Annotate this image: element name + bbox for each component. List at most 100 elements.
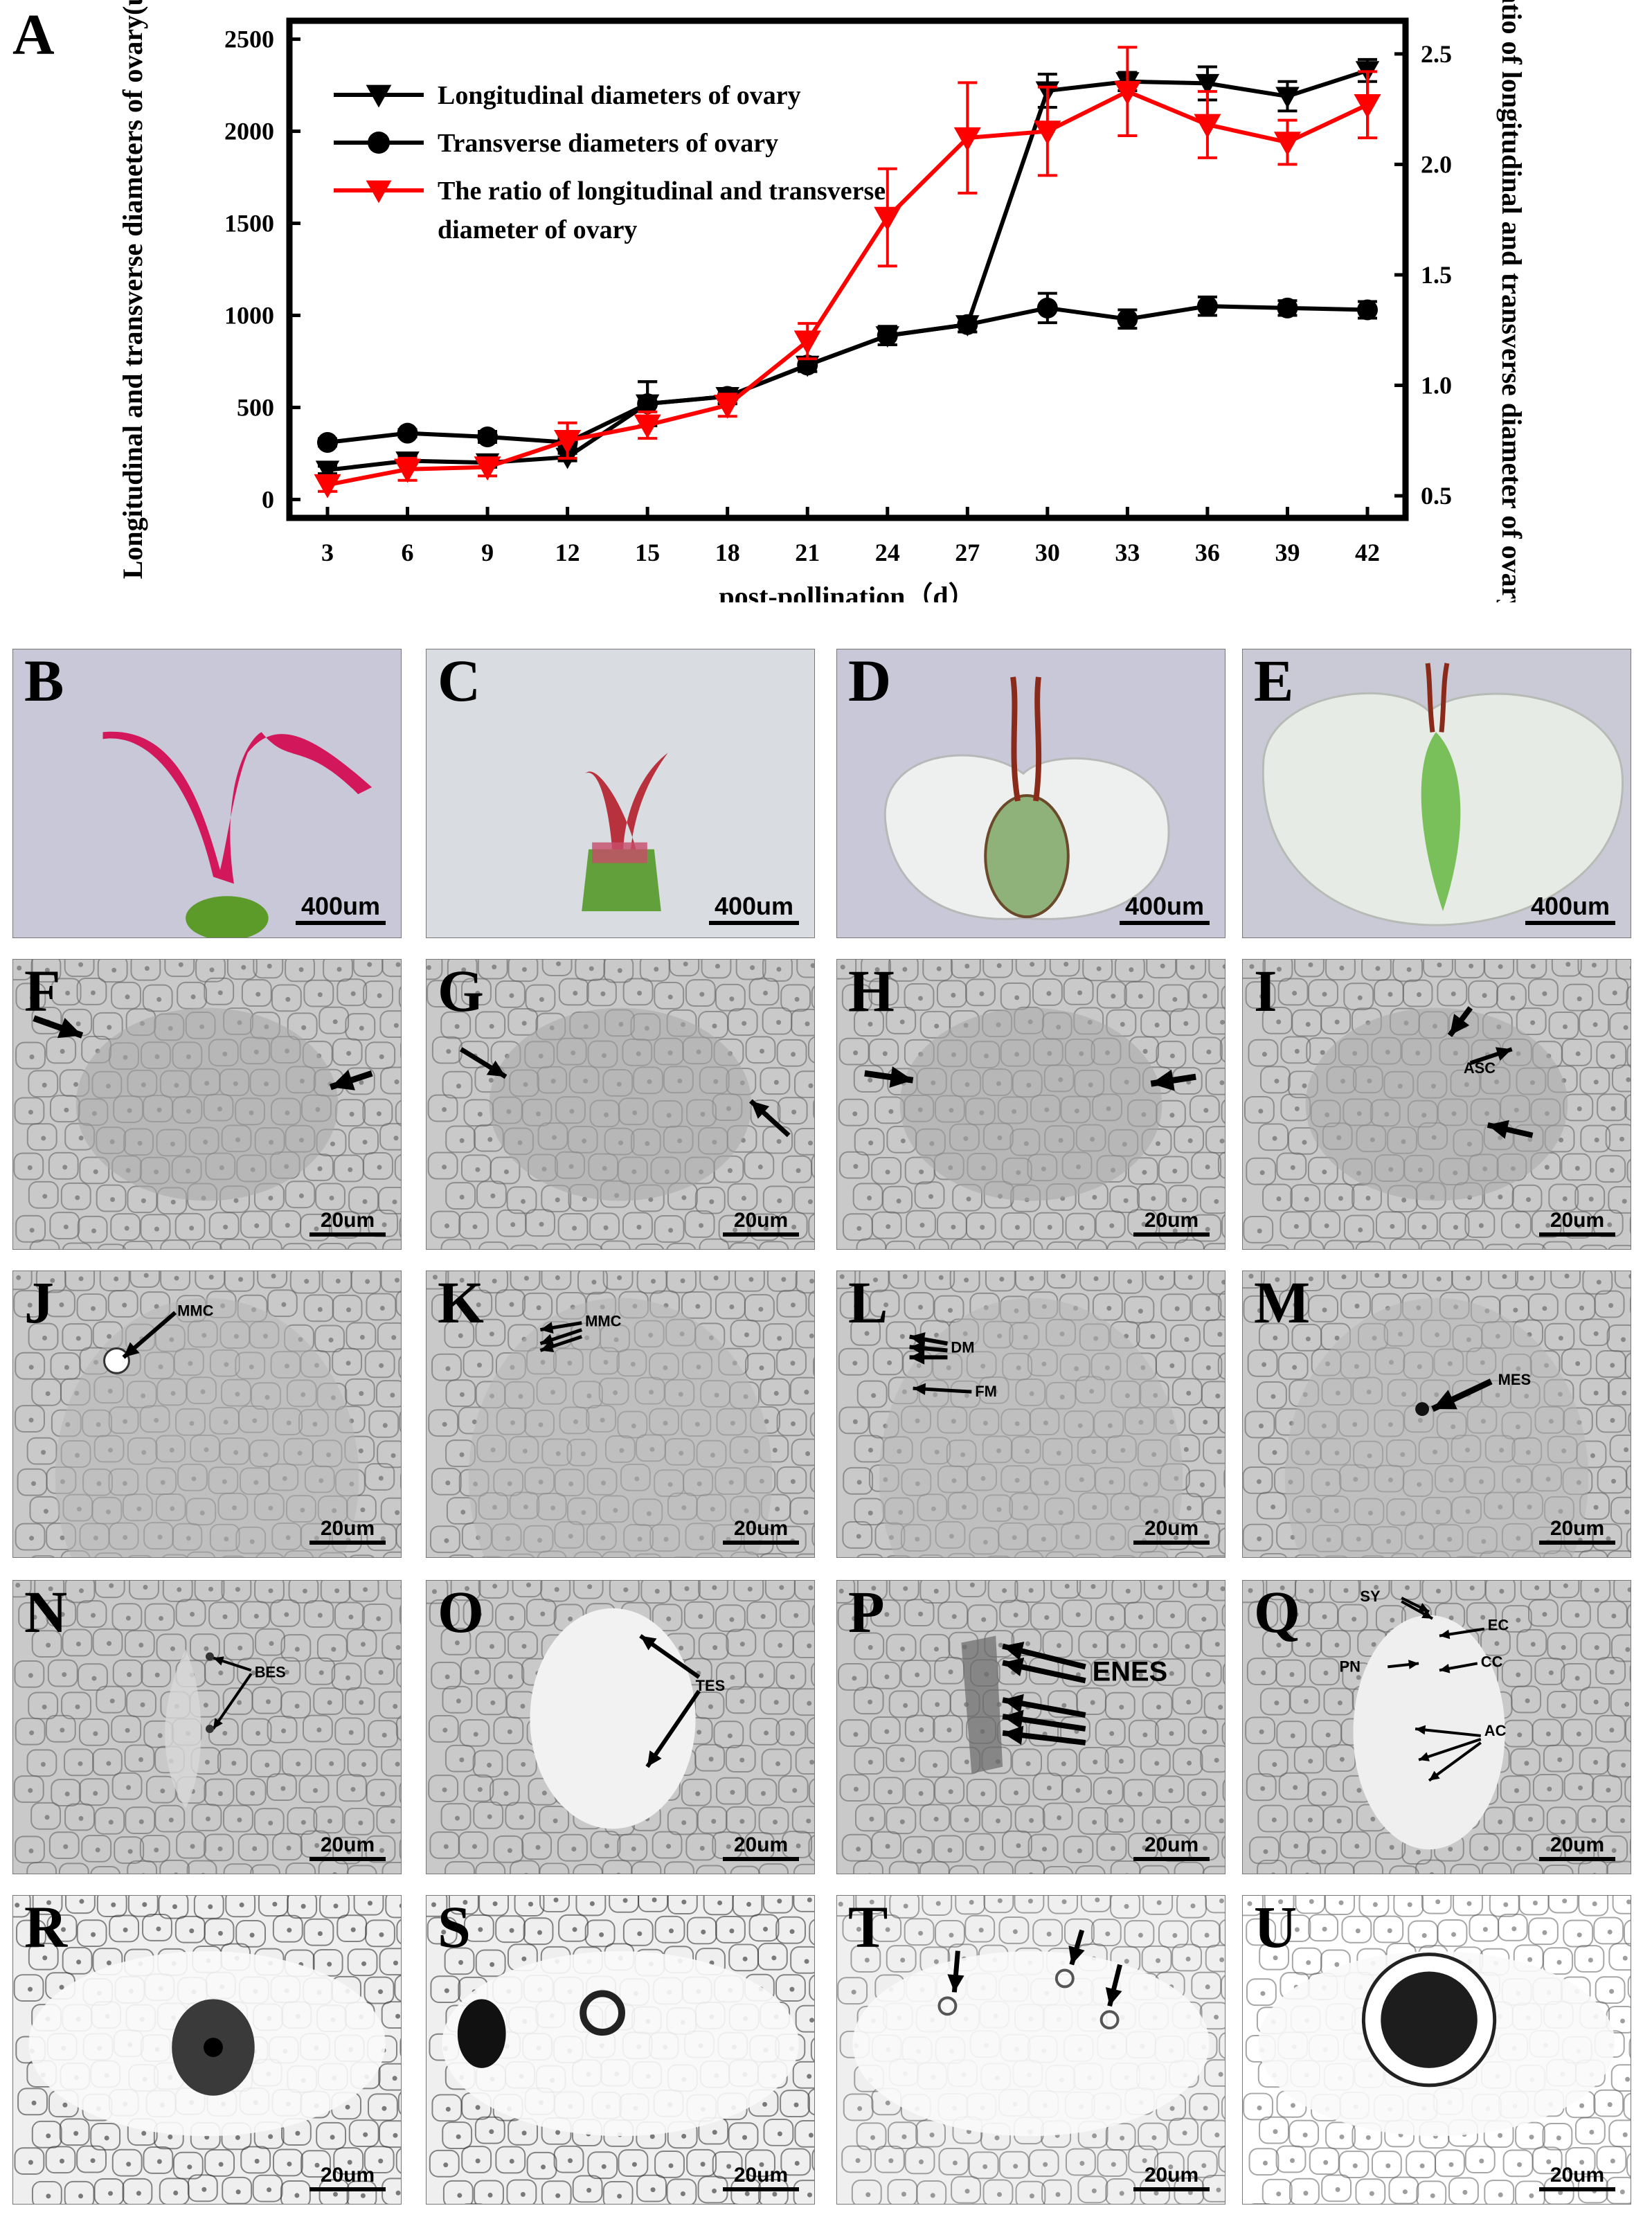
cell bbox=[62, 1946, 93, 1975]
scale-bar: 20um bbox=[723, 1833, 799, 1861]
nucleus bbox=[1591, 1817, 1597, 1823]
nucleus bbox=[763, 1226, 769, 1231]
cell bbox=[381, 2001, 401, 2029]
cell bbox=[495, 1603, 526, 1631]
cell bbox=[141, 1660, 172, 1688]
cell bbox=[761, 1748, 792, 1777]
panel-letter: H bbox=[848, 959, 895, 1024]
cell bbox=[429, 2149, 460, 2178]
cell bbox=[541, 1271, 572, 1291]
cell bbox=[573, 1864, 603, 1874]
nucleus bbox=[1293, 1612, 1299, 1617]
nucleus bbox=[1160, 963, 1165, 969]
cell bbox=[267, 1289, 298, 1318]
cell bbox=[1322, 1806, 1354, 1834]
cell bbox=[1172, 1748, 1203, 1776]
cell bbox=[1061, 1775, 1092, 1803]
nucleus bbox=[1222, 964, 1225, 969]
nucleus bbox=[1542, 991, 1547, 996]
ovule bbox=[468, 1298, 773, 1557]
scale-bar-label: 20um bbox=[1144, 1516, 1199, 1540]
cell bbox=[539, 1805, 570, 1833]
cell bbox=[1222, 1663, 1225, 1685]
nucleus bbox=[803, 1509, 809, 1515]
cell bbox=[1608, 1186, 1631, 1214]
cell bbox=[918, 1750, 949, 1778]
cell bbox=[750, 1099, 781, 1127]
nucleus bbox=[475, 990, 481, 996]
nucleus bbox=[1334, 1019, 1340, 1025]
nucleus bbox=[1622, 1390, 1627, 1396]
nucleus bbox=[807, 1199, 813, 1205]
arrow-head bbox=[57, 1017, 82, 1039]
cell bbox=[1142, 1691, 1173, 1720]
nucleus bbox=[1221, 1280, 1225, 1285]
cell bbox=[463, 1914, 494, 1942]
cell bbox=[122, 2178, 153, 2204]
cell bbox=[746, 1778, 778, 1806]
nucleus bbox=[237, 1817, 242, 1822]
data-point bbox=[874, 206, 901, 231]
nucleus bbox=[935, 1702, 940, 1707]
nucleus bbox=[345, 1675, 351, 1680]
cell bbox=[1176, 960, 1207, 980]
cell bbox=[79, 1156, 110, 1185]
panel-h: H 20um bbox=[836, 959, 1225, 1250]
nucleus bbox=[1158, 1585, 1163, 1590]
cell bbox=[558, 978, 589, 1006]
nucleus bbox=[854, 1304, 859, 1309]
nucleus bbox=[969, 1899, 974, 1905]
nucleus bbox=[17, 965, 22, 971]
cell bbox=[1260, 1066, 1291, 1094]
nucleus bbox=[793, 2102, 799, 2108]
scale-bar: 20um bbox=[723, 1209, 799, 1237]
nucleus bbox=[1259, 1170, 1265, 1176]
cell bbox=[1095, 1210, 1126, 1239]
cell bbox=[475, 1631, 506, 1659]
nucleus bbox=[771, 1955, 777, 1961]
cell bbox=[1532, 1773, 1563, 1802]
nucleus bbox=[64, 1791, 70, 1797]
cell bbox=[1596, 1041, 1627, 1069]
nucleus bbox=[59, 1984, 64, 1990]
nucleus bbox=[1436, 1276, 1442, 1282]
cell bbox=[733, 1581, 764, 1602]
arrow-head bbox=[647, 1750, 662, 1767]
arrow-head bbox=[1419, 1752, 1430, 1761]
cell bbox=[15, 1717, 46, 1745]
nucleus bbox=[267, 963, 272, 969]
nucleus bbox=[1530, 1020, 1536, 1025]
cell bbox=[365, 1919, 395, 1948]
cell bbox=[1171, 1631, 1201, 1659]
cell bbox=[395, 1099, 401, 1127]
cell bbox=[809, 1778, 814, 1805]
embryo-sac bbox=[165, 1649, 201, 1808]
nucleus bbox=[395, 962, 401, 967]
cell bbox=[1437, 978, 1468, 1007]
data-point bbox=[1117, 308, 1138, 330]
nucleus bbox=[935, 1901, 941, 1906]
nucleus bbox=[1390, 1617, 1395, 1623]
nucleus bbox=[477, 1787, 483, 1793]
nucleus bbox=[1561, 1644, 1566, 1650]
nucleus bbox=[1610, 1106, 1616, 1111]
cell bbox=[1515, 1271, 1545, 1291]
cell bbox=[725, 1686, 756, 1714]
cell bbox=[715, 1915, 746, 1944]
cell bbox=[17, 2088, 48, 2116]
y-tick-label: 2500 bbox=[224, 26, 274, 53]
nucleus bbox=[1594, 1138, 1599, 1143]
nucleus bbox=[1628, 1273, 1631, 1279]
cell bbox=[854, 1804, 886, 1832]
cell bbox=[1078, 1631, 1109, 1658]
nucleus bbox=[359, 1334, 365, 1340]
cell bbox=[186, 1860, 217, 1874]
cell bbox=[1609, 1434, 1631, 1462]
scale-bar: 400um bbox=[296, 893, 386, 925]
cell bbox=[204, 2149, 235, 2177]
cell bbox=[395, 2148, 401, 2174]
nucleus bbox=[78, 1276, 84, 1282]
nucleus bbox=[60, 2158, 64, 2164]
